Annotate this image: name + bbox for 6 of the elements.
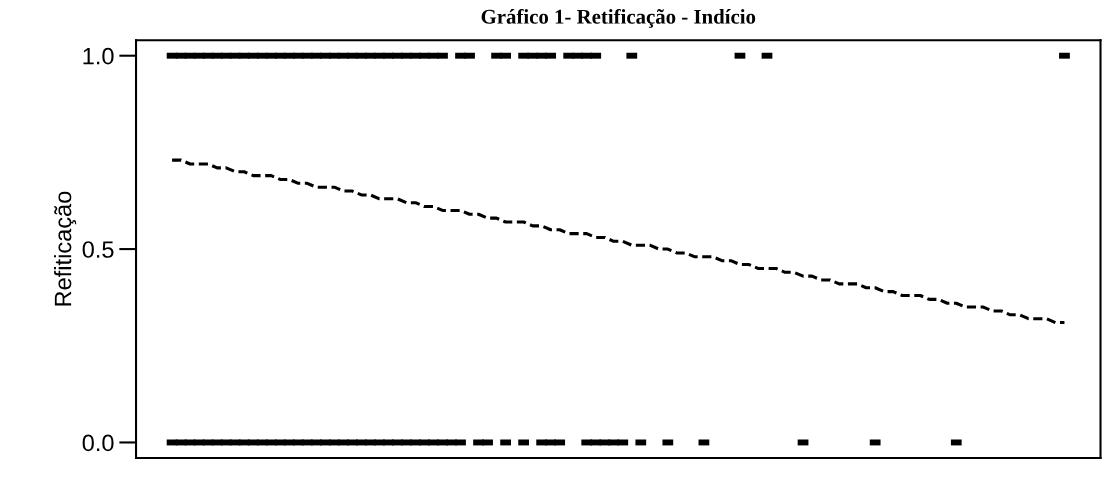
chart-title: Gráfico 1- Retificação - Indício [481,8,756,28]
y-tick-label: 0.5 [82,241,114,258]
y-axis-title: Refiticação [54,191,77,306]
y-tick-label: 1.0 [83,47,114,65]
line-series [170,158,1066,325]
y-tick-label: 0.0 [82,434,114,452]
